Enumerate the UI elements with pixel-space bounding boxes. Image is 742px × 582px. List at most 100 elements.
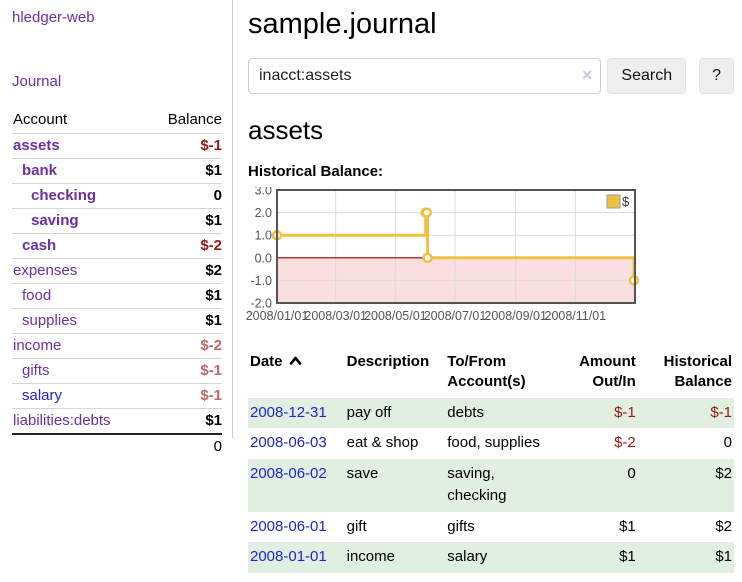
account-balance: $1 [146,158,222,184]
account-row: supplies $1 [12,308,222,334]
register-amount-cell: 0 [627,465,636,482]
svg-text:-1.0: -1.0 [250,274,272,288]
account-balance: $2 [146,258,222,284]
account-balance: $-1 [146,383,222,409]
svg-text:2008/09/01: 2008/09/01 [484,309,547,323]
historical-balance-chart: $3.0 2.0 1.0 0.0 -1.0 -2.02008/01/012008/03/0… [246,184,640,323]
account-balance: $1 [146,208,222,234]
account-link[interactable]: expenses [13,262,78,279]
account-link[interactable]: food [22,287,52,304]
app-title[interactable]: hledger-web [12,9,95,26]
svg-text:0.0: 0.0 [255,251,272,265]
sort-ascending-icon [289,356,301,365]
svg-text:2.0: 2.0 [255,206,272,220]
register-date-link[interactable]: 2008-06-02 [250,465,327,482]
clear-search-icon[interactable]: × [581,65,593,85]
account-balance: $-2 [146,233,222,259]
register-row: 2008-12-31 pay off debts $-1 $-1 [248,397,734,429]
account-link[interactable]: gifts [22,362,50,379]
register-description-cell: income [346,548,395,566]
chart-wrap: $3.0 2.0 1.0 0.0 -1.0 -2.0 2008/01/01 2008/03/0… [245,184,734,334]
accounts-total-value: 0 [146,433,222,459]
accounts-header-account: Account [13,111,68,128]
account-row: salary $-1 [12,383,222,409]
accounts-table: Account Balance assets $-1 bank $1 checking 0… [12,109,222,459]
account-row: liabilities:debts $1 [12,408,222,434]
register-row: 2008-01-01 income salary $1 $1 [248,542,734,573]
register-description-cell: pay off [346,403,392,421]
account-link[interactable]: checking [31,187,97,204]
accounts-total-row: 0 [12,433,222,459]
account-balance: $-2 [146,333,222,359]
account-link[interactable]: bank [22,162,58,179]
main-content: sample.journal × Search ? assets Histori… [234,0,742,573]
account-link[interactable]: assets [13,137,60,154]
register-body: 2008-12-31 pay off debts $-1 $-1 2008-06-03 ea… [248,397,734,573]
nav-journal-link[interactable]: Journal [12,73,62,90]
chart-section-label: Historical Balance: [248,163,384,180]
account-row: expenses $2 [12,258,222,284]
account-balance: $1 [146,408,222,434]
accounts-header-row: Account Balance [12,109,222,134]
svg-text:1.0: 1.0 [255,229,272,243]
register-header-description: Description [346,353,430,370]
register-date-link[interactable]: 2008-12-31 [250,403,327,421]
register-date-link[interactable]: 2008-06-03 [250,434,327,452]
register-balance-cell: $2 [715,517,732,535]
help-button[interactable]: ? [699,58,734,94]
register-date-cell: 2008-06-03 [248,428,345,459]
register-amount-cell: $-1 [614,403,636,421]
register-balance-cell: 0 [723,434,732,452]
svg-text:2008/01/01: 2008/01/01 [246,309,309,323]
account-row: bank $1 [12,158,222,184]
register-amount-cell: $-2 [614,434,636,452]
register-description-cell: gift [346,517,367,535]
svg-text:-2.0: -2.0 [250,297,272,311]
account-link[interactable]: salary [22,387,63,404]
account-balance: $1 [146,283,222,309]
account-balance: 0 [146,183,222,209]
svg-text:2008/07/01: 2008/07/01 [424,309,487,323]
register-header-row: Date Description To/From Account(s) Amou… [248,350,734,398]
svg-text:2008/03/01: 2008/03/01 [304,309,367,323]
register-header-balance: Historical Balance [663,353,732,391]
account-link[interactable]: cash [22,237,57,254]
account-link[interactable]: saving [31,212,79,229]
register-row: 2008-06-01 gift gifts $1 $2 [248,512,734,543]
register-row: 2008-06-03 eat & shop food, supplies $-2 0 [248,428,734,459]
search-form: × Search ? [248,58,734,94]
accounts-header-balance: Balance [167,111,222,128]
register-description-cell: eat & shop [346,434,419,452]
search-box: × [248,58,602,94]
register-table: Date Description To/From Account(s) Amou… [248,350,734,573]
register-accounts-cell: gifts [447,517,475,535]
svg-text:3.0: 3.0 [255,187,272,198]
register-date-link[interactable]: 2008-06-01 [250,517,327,535]
register-date-cell: 2008-12-31 [248,398,345,429]
account-link[interactable]: supplies [22,312,78,329]
search-input[interactable] [248,58,602,94]
account-balance: $-1 [146,358,222,384]
register-header-accounts: To/From Account(s) [447,353,526,391]
account-link[interactable]: income [13,337,62,354]
account-link[interactable]: liabilities:debts [13,412,111,429]
sidebar: hledger-web Journal Account Balance asse… [0,0,233,459]
svg-text:$: $ [622,194,630,209]
svg-text:2008/11/01: 2008/11/01 [545,309,607,323]
search-button[interactable]: Search [607,58,687,94]
register-amount-cell: $1 [619,548,636,566]
register-date-link[interactable]: 2008-01-01 [250,548,327,566]
account-row: gifts $-1 [12,358,222,384]
account-heading: assets [248,115,324,145]
account-balance: $-1 [146,133,222,159]
register-balance-cell: $1 [715,548,732,566]
register-balance-cell: $-1 [710,403,732,421]
register-accounts-cell: saving, checking [447,465,507,504]
accounts-body: assets $-1 bank $1 checking 0 saving $1 cash $-2 e… [12,133,222,434]
register-row: 2008-06-02 save saving, checking 0 $2 [248,459,734,512]
account-row: food $1 [12,283,222,309]
account-row: cash $-2 [12,233,222,259]
register-header-date[interactable]: Date [248,350,345,398]
register-amount-cell: $1 [619,517,636,535]
account-balance: $1 [146,308,222,334]
